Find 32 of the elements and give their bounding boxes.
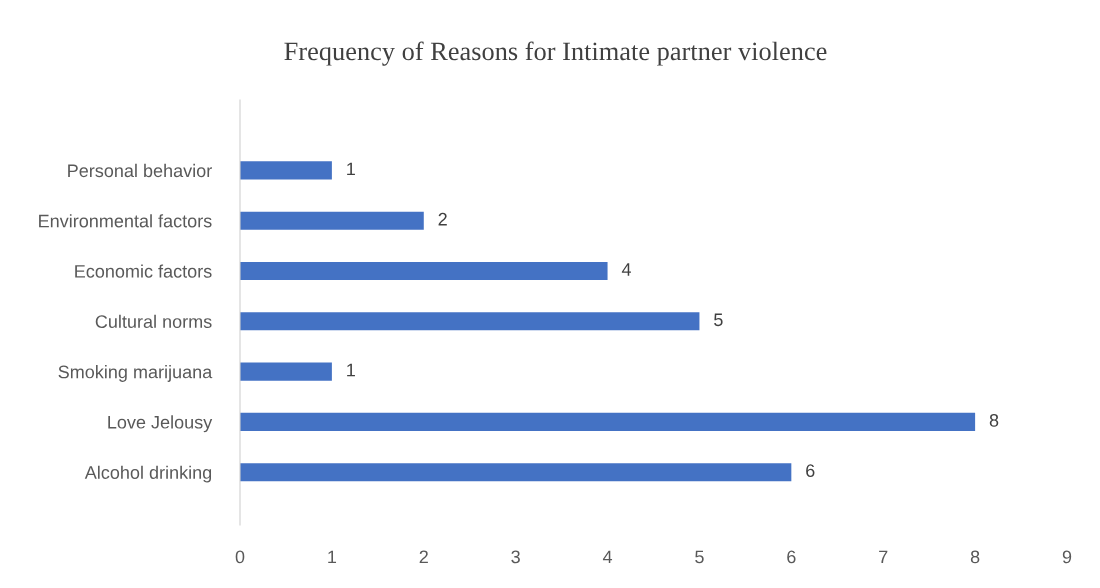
bar <box>240 161 332 180</box>
x-tick-label: 9 <box>1062 550 1072 564</box>
bar <box>240 412 976 431</box>
bar <box>240 211 424 230</box>
data-label: 4 <box>621 263 631 276</box>
x-tick-label: 5 <box>695 550 704 564</box>
x-tick-label: 1 <box>328 550 337 564</box>
chart-title: Frequency of Reasons for Intimate partner violence <box>284 41 827 66</box>
x-tick-label: 7 <box>879 550 888 564</box>
data-label: 6 <box>806 464 815 478</box>
x-tick-label: 0 <box>235 550 245 564</box>
x-tick-label: 3 <box>511 550 520 564</box>
bar <box>240 312 700 331</box>
y-tick-label: Personal behavior <box>68 163 212 178</box>
data-label: 2 <box>438 212 447 226</box>
data-label: 1 <box>347 162 355 176</box>
y-tick-label: Alcohol drinking <box>84 465 212 483</box>
y-tick-label: Smoking marijuana <box>58 365 213 382</box>
bar <box>240 362 332 381</box>
x-tick-label: 4 <box>602 550 613 564</box>
y-tick-label: Love Jelousy <box>108 415 213 433</box>
y-tick-label: Economic factors <box>75 264 212 278</box>
bar <box>240 261 608 281</box>
y-tick-label: Environmental factors <box>39 214 212 228</box>
x-tick-label: 6 <box>787 550 796 564</box>
data-label: 5 <box>714 313 723 327</box>
data-label: 8 <box>989 413 999 427</box>
y-tick-label: Cultural norms <box>95 314 212 329</box>
data-label: 1 <box>347 363 355 377</box>
bar <box>240 463 792 482</box>
x-tick-label: 8 <box>970 550 980 564</box>
x-tick-label: 2 <box>419 550 428 564</box>
